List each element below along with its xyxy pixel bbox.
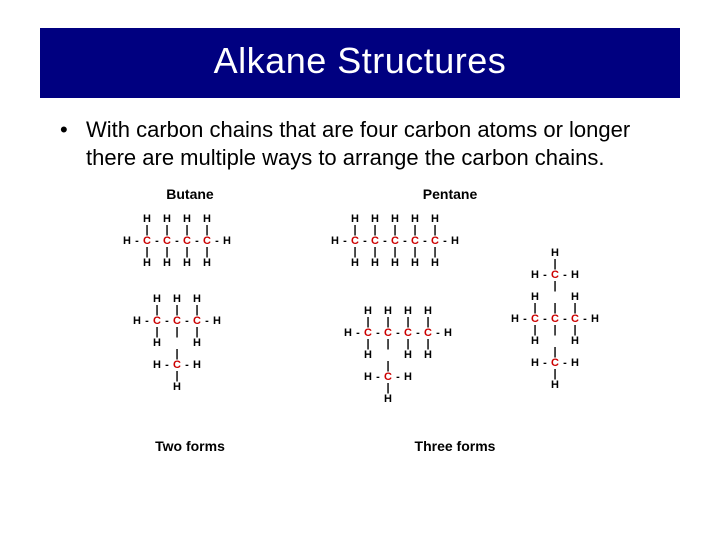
label-butane: Butane	[130, 186, 250, 202]
slide-title-bar: Alkane Structures	[40, 28, 680, 98]
label-two-forms: Two forms	[125, 438, 255, 454]
slide-body: • With carbon chains that are four carbo…	[60, 116, 660, 172]
mol-isopentane: HHHH |||| H-C-C-C-C-H |||| HHH | H-C-H |…	[343, 306, 453, 405]
mol-isobutane: HHH ||| H-C-C-C-H ||| HH | H-C-H | H	[132, 294, 222, 393]
mol-n-pentane: HHHHH ||||| H-C-C-C-C-C-H ||||| HHHHH	[330, 214, 460, 269]
bullet-1: • With carbon chains that are four carbo…	[60, 116, 660, 172]
mol-n-butane: HHHH |||| H-C-C-C-C-H |||| HHHH	[122, 214, 232, 269]
slide-title: Alkane Structures	[40, 40, 680, 82]
structures-figure: Butane Pentane HHHH |||| H-C-C-C-C-H |||…	[80, 186, 640, 466]
label-pentane: Pentane	[390, 186, 510, 202]
mol-neopentane: H | H-C-H | HH ||| H-C-C-C-H ||| HH | H-…	[510, 248, 600, 391]
label-three-forms: Three forms	[390, 438, 520, 454]
bullet-1-text: With carbon chains that are four carbon …	[86, 116, 660, 172]
bullet-marker: •	[60, 116, 86, 172]
